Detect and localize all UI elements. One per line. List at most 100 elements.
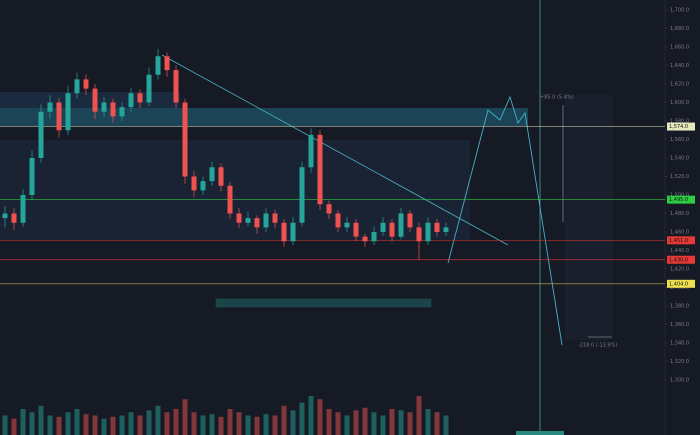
volume-bar [218, 416, 224, 435]
volume-bar [398, 410, 404, 435]
candle-body [74, 79, 80, 94]
volume-bar [236, 412, 242, 435]
candle-body [344, 222, 350, 228]
volume-bar [299, 402, 305, 435]
y-tick-label: 1,680.0 [670, 26, 689, 32]
volume-bar [182, 399, 188, 435]
y-tick-label: 1,400.0 [670, 285, 689, 291]
volume-bar [101, 418, 107, 435]
y-tick-label: 1,540.0 [670, 156, 689, 162]
y-tick-label: 1,500.0 [670, 193, 689, 199]
candle-body [155, 56, 161, 75]
volume-bar [200, 415, 206, 435]
y-tick-label: 1,380.0 [670, 304, 689, 310]
volume-bar [191, 412, 197, 435]
level-tag [667, 195, 695, 204]
y-tick-label: 1,340.0 [670, 341, 689, 347]
volume-bar [65, 412, 71, 435]
volume-bar [47, 415, 53, 435]
y-tick-label: 1,560.0 [670, 137, 689, 143]
level-label: 1,451.0 [669, 238, 688, 244]
volume-bar [56, 416, 62, 435]
volume-bar [380, 415, 386, 435]
y-tick-label: 1,520.0 [670, 174, 689, 180]
volume-bar [353, 410, 359, 435]
y-tick-label: 1,600.0 [670, 100, 689, 106]
supply-zone [0, 108, 528, 126]
candle-body [380, 222, 386, 232]
y-tick-label: 1,660.0 [670, 45, 689, 51]
volume-bar [344, 415, 350, 435]
volume-bar [326, 409, 332, 435]
candle-body [101, 102, 107, 112]
candle-body [83, 79, 89, 89]
level-tag [667, 255, 695, 264]
candle-body [128, 93, 134, 108]
annotation: -218.0 (-13.9%) [578, 343, 617, 349]
volume-bar [74, 409, 80, 435]
volume-bar [155, 405, 161, 435]
volume-bar [38, 405, 44, 435]
volume-bar [2, 415, 8, 435]
volume-bar [308, 396, 314, 435]
candle-body [236, 213, 242, 223]
demand-zone [215, 298, 432, 308]
candle-body [371, 232, 377, 242]
volume-bar [281, 405, 287, 435]
level-label: 1,495.0 [669, 197, 688, 203]
candle-body [38, 111, 44, 158]
candle-body [398, 213, 404, 237]
projection-box [565, 95, 613, 340]
volume-bar [20, 409, 26, 435]
volume-bar [416, 396, 422, 435]
y-tick-label: 1,580.0 [670, 119, 689, 125]
volume-bar [371, 412, 377, 435]
candle-body [308, 134, 314, 168]
candle-body [182, 102, 188, 177]
candle-body [416, 227, 422, 242]
level-tag [667, 279, 695, 288]
candle-body [434, 222, 440, 232]
volume-bar [146, 410, 152, 435]
candle-body [281, 222, 287, 242]
candle-body [443, 227, 449, 232]
volume-bar [434, 412, 440, 435]
candle-body [254, 218, 260, 228]
y-tick-label: 1,420.0 [670, 267, 689, 273]
y-tick-label: 1,620.0 [670, 82, 689, 88]
candle-body [173, 70, 179, 103]
volume-bar [164, 412, 170, 435]
volume-bar [362, 407, 368, 435]
candle-body [317, 134, 323, 205]
volume-bar [29, 412, 35, 435]
candle-body [92, 88, 98, 112]
level-tag [667, 236, 695, 245]
candle-body [335, 213, 341, 228]
y-tick-label: 1,300.0 [670, 378, 689, 384]
y-tick-label: 1,360.0 [670, 322, 689, 328]
level-label: 1,574.0 [669, 124, 688, 130]
y-tick-label: 1,480.0 [670, 211, 689, 217]
y-tick-label: 1,700.0 [670, 8, 689, 14]
y-tick-label: 1,640.0 [670, 63, 689, 69]
candle-body [362, 236, 368, 242]
volume-bar [254, 416, 260, 435]
candle-body [353, 222, 359, 237]
candle-body [407, 213, 413, 228]
candle-body [209, 167, 215, 182]
volume-bar [119, 415, 125, 435]
candle-body [146, 74, 152, 103]
volume-bar [11, 418, 17, 435]
volume-bar [209, 414, 215, 435]
annotation: +85.0 (5.4%) [540, 95, 574, 101]
candle-body [29, 158, 35, 195]
candle-body [11, 213, 17, 223]
candle-body [119, 107, 125, 117]
volume-bar [407, 412, 413, 435]
candle-body [245, 218, 251, 223]
candle-body [290, 222, 296, 242]
candle-body [425, 222, 431, 242]
candle-body [2, 213, 8, 219]
candle-body [218, 167, 224, 186]
